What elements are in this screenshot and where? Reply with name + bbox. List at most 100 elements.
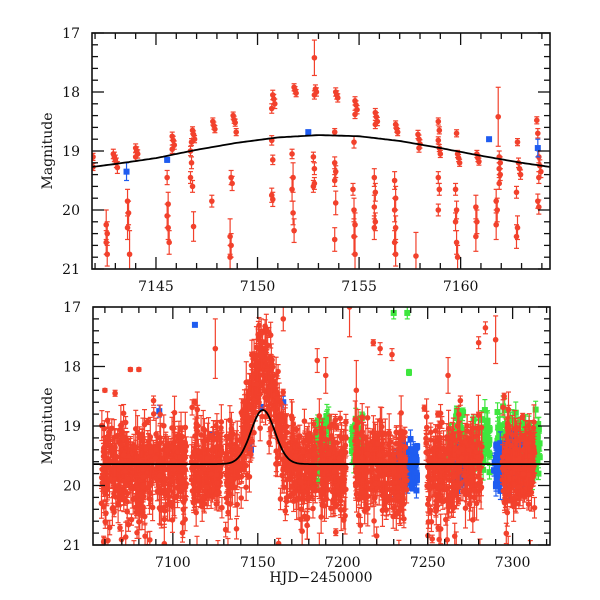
data-marker bbox=[392, 224, 399, 231]
data-marker bbox=[473, 204, 479, 210]
red-data-point bbox=[209, 194, 215, 208]
red-data-point bbox=[392, 241, 399, 267]
data-marker bbox=[413, 253, 419, 259]
red-data-point bbox=[435, 136, 442, 145]
blue-data-point bbox=[493, 441, 500, 450]
data-marker bbox=[269, 196, 276, 203]
data-marker bbox=[289, 151, 295, 157]
red-data-point bbox=[268, 103, 275, 114]
red-data-point bbox=[513, 224, 520, 249]
red-data-point bbox=[188, 156, 195, 170]
red-data-point bbox=[290, 200, 296, 226]
data-marker bbox=[536, 454, 543, 461]
data-marker bbox=[411, 447, 418, 454]
data-marker bbox=[103, 221, 110, 228]
data-marker bbox=[519, 420, 526, 427]
x-tick-label: 7160 bbox=[443, 279, 479, 295]
data-marker bbox=[484, 435, 491, 442]
data-marker bbox=[188, 139, 195, 145]
top-panel-axes: 7145 7150 7155 7160 17 18 19 20 21 bbox=[62, 26, 551, 295]
data-marker bbox=[514, 139, 521, 145]
red-data-point bbox=[372, 182, 379, 202]
red-data-point bbox=[334, 93, 341, 103]
data-marker bbox=[310, 154, 317, 160]
data-marker bbox=[493, 198, 499, 204]
data-marker bbox=[459, 411, 466, 418]
data-marker bbox=[153, 431, 159, 438]
red-data-point bbox=[493, 209, 499, 241]
data-marker bbox=[372, 219, 379, 225]
data-marker bbox=[404, 309, 411, 316]
data-marker bbox=[114, 164, 121, 171]
data-marker bbox=[536, 174, 542, 181]
data-marker bbox=[493, 442, 500, 449]
data-marker bbox=[480, 439, 487, 446]
data-marker bbox=[311, 180, 318, 187]
data-marker bbox=[331, 160, 338, 166]
blue-data-point bbox=[164, 156, 171, 163]
green-data-point bbox=[481, 420, 488, 437]
data-marker bbox=[372, 189, 379, 196]
red-data-point bbox=[436, 126, 443, 135]
red-data-point bbox=[453, 230, 460, 255]
data-marker bbox=[473, 233, 479, 240]
data-marker bbox=[484, 419, 491, 426]
green-data-point bbox=[486, 464, 493, 480]
data-marker bbox=[412, 456, 419, 463]
green-data-point bbox=[484, 424, 491, 433]
data-marker bbox=[171, 409, 178, 416]
red-data-point bbox=[165, 215, 171, 241]
top-panel-model-curve bbox=[92, 134, 550, 168]
data-marker bbox=[190, 223, 197, 230]
x-tick-label: 7155 bbox=[341, 279, 377, 295]
blue-data-point bbox=[486, 136, 493, 143]
red-data-point bbox=[331, 156, 338, 170]
data-marker bbox=[476, 158, 482, 165]
red-data-point bbox=[331, 174, 338, 187]
data-marker bbox=[455, 155, 462, 161]
data-marker bbox=[495, 113, 502, 120]
data-marker bbox=[414, 443, 421, 450]
data-marker bbox=[188, 160, 195, 166]
red-data-point bbox=[233, 127, 240, 137]
data-marker bbox=[352, 111, 358, 118]
red-data-point bbox=[497, 168, 504, 182]
red-data-point bbox=[435, 117, 442, 126]
data-marker bbox=[312, 459, 319, 466]
red-data-point bbox=[291, 218, 297, 244]
data-marker bbox=[456, 160, 463, 166]
data-marker bbox=[372, 121, 379, 128]
red-data-point bbox=[536, 171, 542, 185]
top-panel-ylabel: Magnitude bbox=[40, 112, 56, 189]
green-data-point bbox=[404, 307, 411, 320]
data-marker bbox=[453, 239, 460, 246]
data-marker bbox=[169, 146, 176, 153]
data-marker bbox=[484, 449, 491, 456]
red-data-point bbox=[437, 149, 444, 159]
data-marker bbox=[311, 92, 318, 98]
red-data-point bbox=[187, 145, 194, 157]
data-marker bbox=[132, 154, 139, 160]
x-tick-label: 7145 bbox=[138, 279, 174, 295]
data-marker bbox=[233, 129, 240, 135]
data-marker bbox=[535, 421, 542, 428]
data-marker bbox=[535, 130, 541, 137]
red-data-point bbox=[436, 182, 443, 196]
data-marker bbox=[104, 230, 111, 237]
red-data-point bbox=[331, 127, 338, 137]
data-marker bbox=[513, 189, 520, 196]
red-data-point bbox=[453, 129, 460, 138]
data-marker bbox=[486, 136, 493, 143]
data-marker bbox=[413, 487, 420, 494]
red-data-point bbox=[372, 119, 379, 130]
data-marker bbox=[268, 105, 275, 112]
red-data-point bbox=[352, 212, 358, 238]
red-data-point bbox=[456, 158, 463, 167]
data-marker bbox=[458, 426, 465, 433]
red-data-point bbox=[227, 244, 233, 269]
red-data-point bbox=[293, 89, 299, 98]
blue-data-point bbox=[191, 321, 198, 328]
data-marker bbox=[435, 207, 442, 213]
red-data-point bbox=[495, 86, 502, 147]
data-marker bbox=[496, 180, 503, 187]
